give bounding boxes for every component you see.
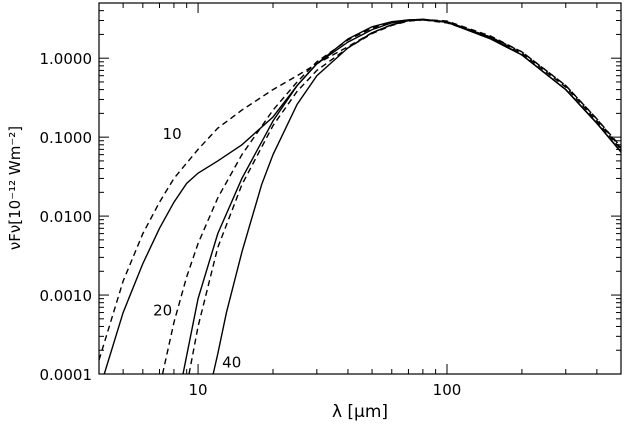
- y-axis-label: νFν[10⁻¹² Wm⁻²]: [6, 126, 24, 250]
- curve-annotation: 10: [163, 125, 182, 143]
- x-axis-label: λ [μm]: [332, 402, 388, 422]
- curve-annotation: 20: [153, 302, 172, 320]
- series-line-5-dashed: [188, 19, 621, 374]
- label-layer: 10 100 0.0001 0.0010 0.0100 0.1000 1.0000 10 20 4…: [40, 50, 462, 399]
- series-line-6-solid: [212, 18, 621, 374]
- x-tick-label: 100: [433, 381, 462, 399]
- plot-frame: [98, 2, 622, 375]
- series-line-3-dashed: [161, 18, 621, 374]
- y-tick-label: 0.0010: [40, 287, 93, 305]
- x-tick-label: 10: [189, 381, 208, 399]
- tick-layer: [98, 2, 622, 375]
- series-line-1-dashed: [99, 19, 621, 361]
- series-line-4-solid: [182, 18, 621, 374]
- y-tick-label: 0.0001: [40, 366, 93, 384]
- curve-annotation: 40: [222, 354, 241, 372]
- y-tick-label: 0.0100: [40, 208, 93, 226]
- y-tick-label: 1.0000: [40, 50, 93, 68]
- y-tick-label: 0.1000: [40, 129, 93, 147]
- series-layer: [99, 18, 621, 374]
